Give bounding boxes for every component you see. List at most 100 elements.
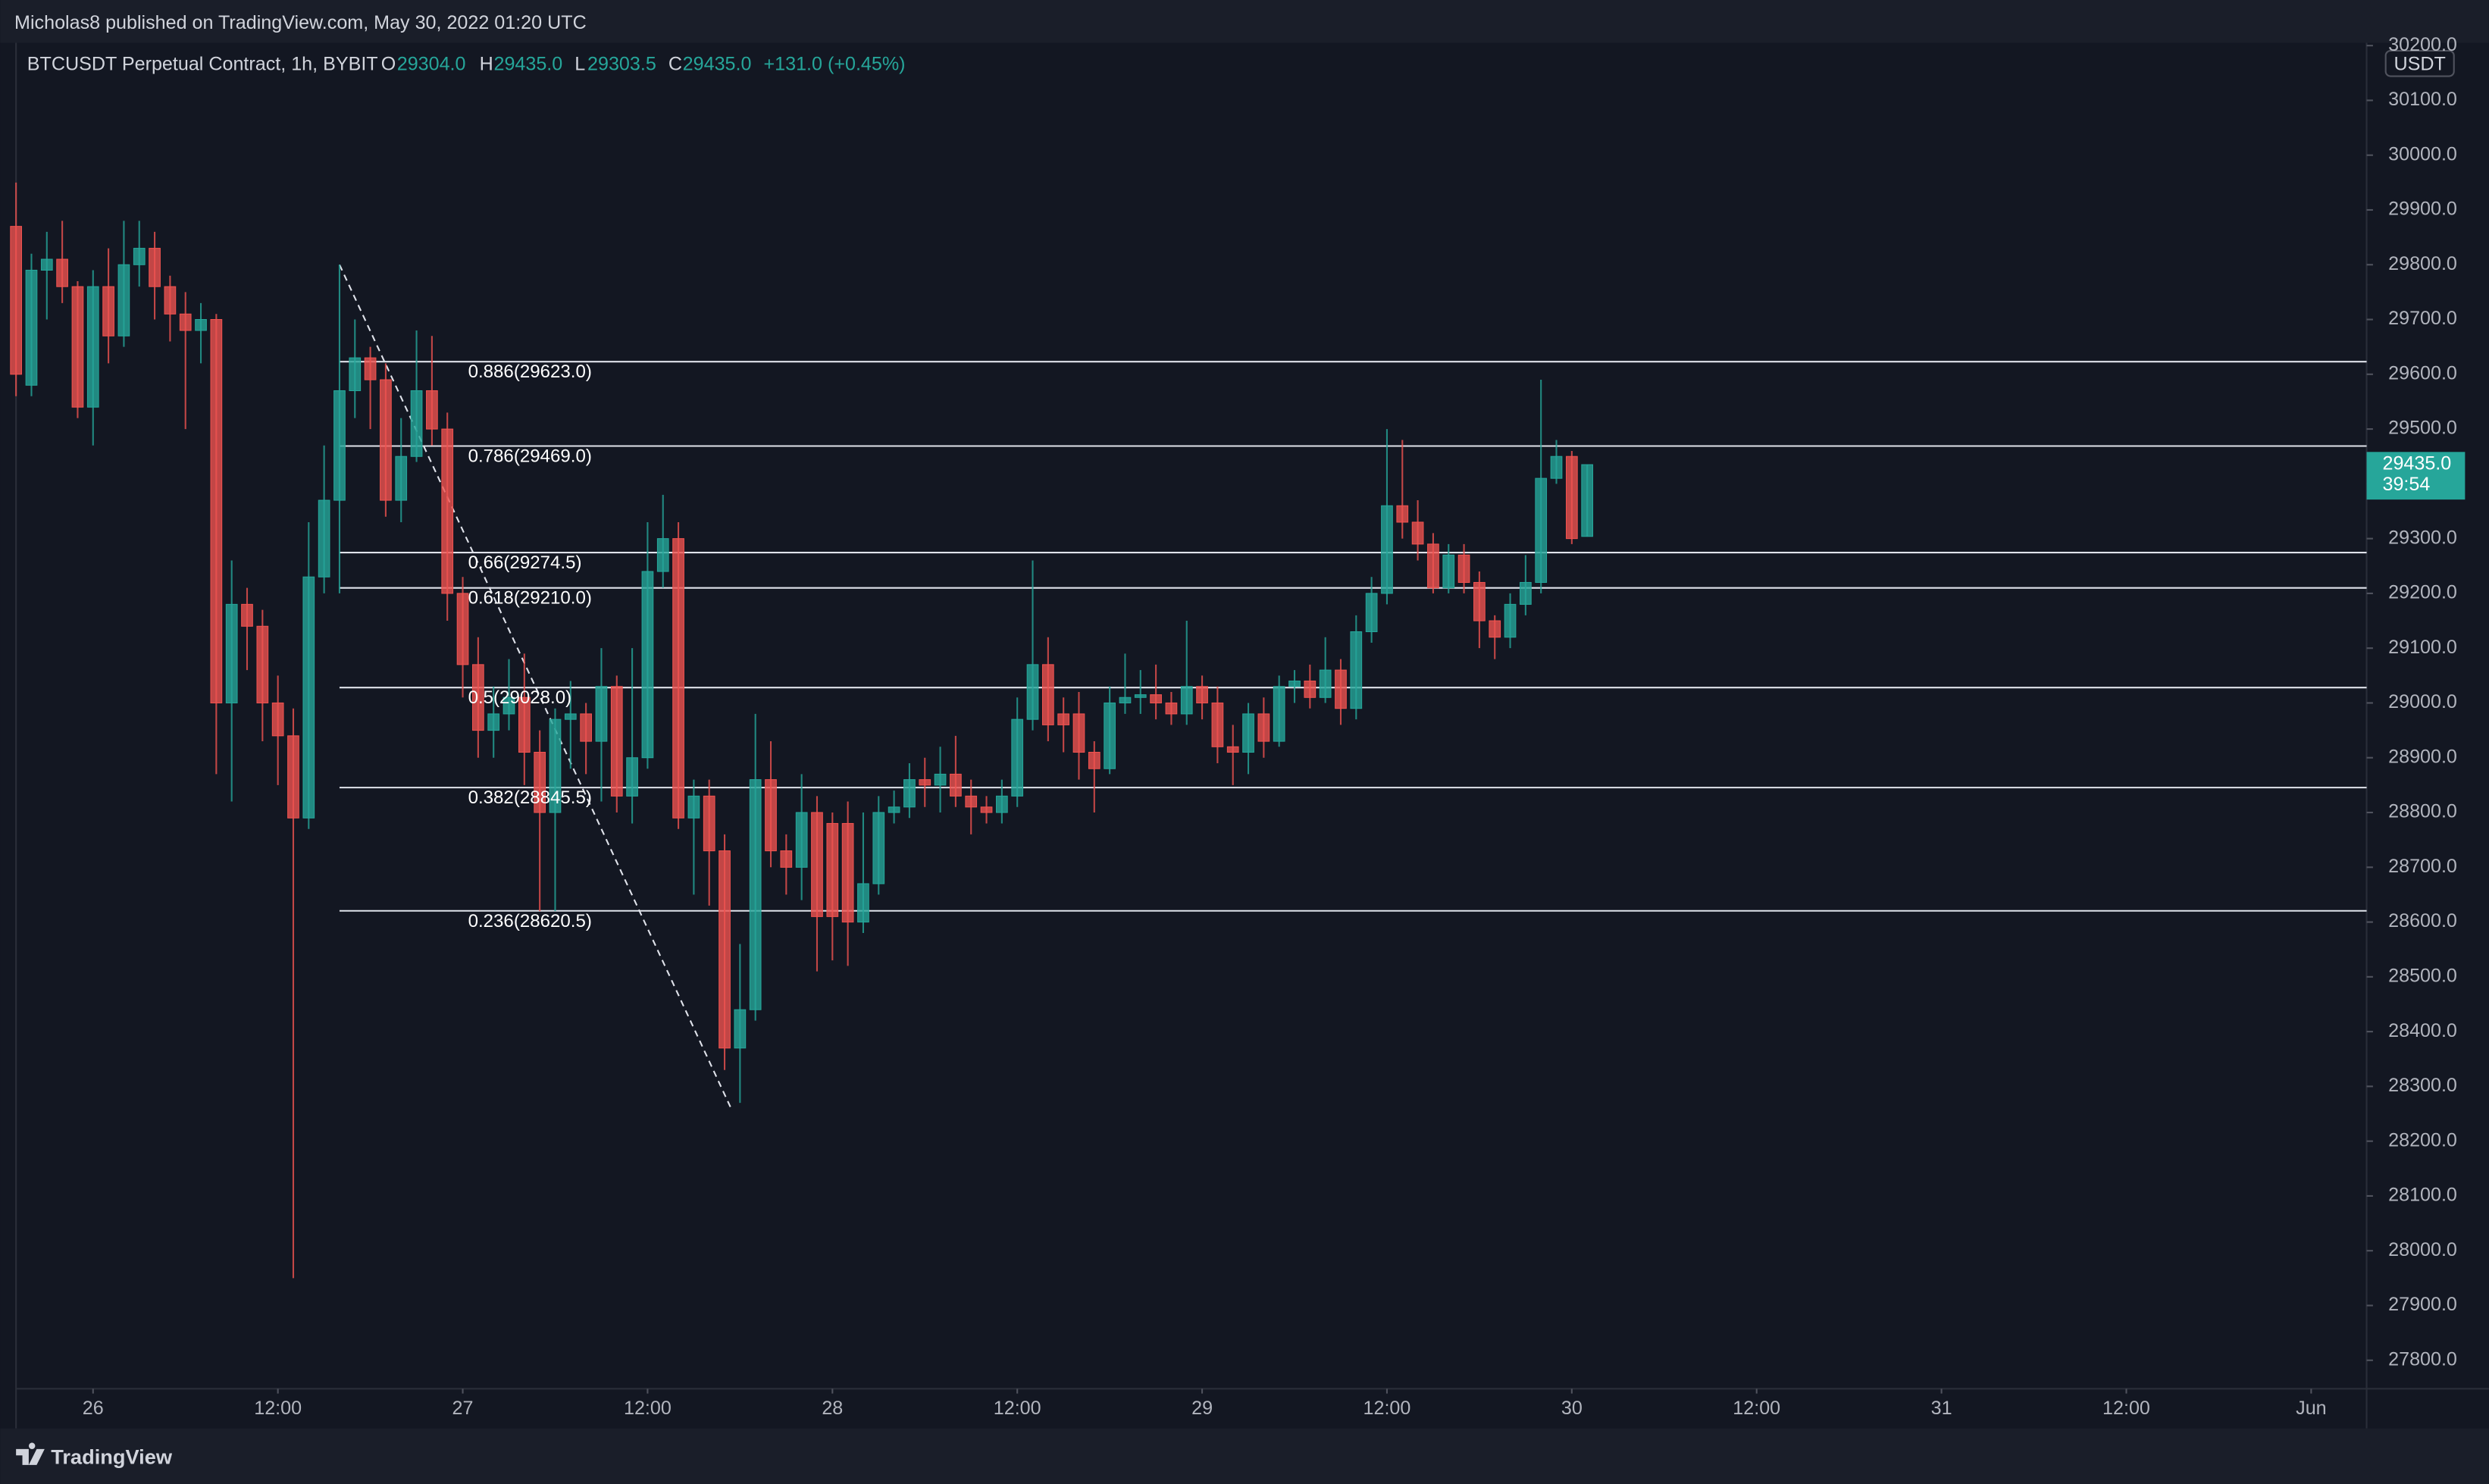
candle-body [1026,664,1039,720]
candle-body [102,286,114,337]
fib-label: 0.786(29469.0) [468,446,592,467]
fib-label: 0.236(28620.5) [468,911,592,931]
publisher: Micholas8 published on TradingView.com, … [14,12,587,33]
candle-body [426,390,438,430]
candle-body [364,357,377,380]
candle-body [410,390,423,457]
candle-body [903,779,916,808]
y-tick-label: 28000.0 [2388,1239,2457,1260]
candle-body [164,286,177,315]
y-tick-label: 30000.0 [2388,143,2457,164]
y-tick-label: 28400.0 [2388,1020,2457,1041]
candle-body [241,603,253,627]
candle-body [1535,477,1548,583]
x-tick-label: Jun [2296,1398,2326,1419]
candle-body [1473,581,1486,621]
candle-body [1520,581,1532,605]
candle-body [1072,713,1085,753]
candle-body [965,795,978,808]
candle-body [149,248,161,287]
candle-body [610,686,623,797]
candle-body [1381,505,1393,594]
x-tick-label: 12:00 [1363,1398,1411,1419]
candle-body [1088,751,1100,769]
candle-body [534,751,546,813]
y-tick-label: 28300.0 [2388,1075,2457,1096]
candle-body [380,379,392,501]
y-tick-label: 27900.0 [2388,1294,2457,1315]
candle-body [302,576,315,819]
last-price-box [2366,452,2466,500]
candle-body [1581,464,1594,537]
fib-label: 0.5(29028.0) [468,687,572,708]
publish-bar [0,0,2489,43]
candle-body [502,697,515,715]
candle-body [225,603,238,703]
x-tick-label: 31 [1931,1398,1952,1419]
candle-body [1165,702,1178,715]
change: +131.0 (+0.45%) [763,53,905,74]
candle-body [1411,521,1424,545]
candle-body [287,735,299,819]
candle-body [441,428,454,594]
candle-body [472,664,484,731]
candle-body [765,779,777,852]
candle-body [857,883,869,923]
candle-body [117,264,130,337]
candle-body [1335,669,1347,709]
x-tick-label: 12:00 [994,1398,1041,1419]
candle-body [719,850,731,1049]
y-tick-label: 28500.0 [2388,965,2457,986]
candle-body [996,795,1008,813]
candle-body [271,702,284,737]
candle-body [40,258,53,271]
candle-body [210,319,223,703]
candle-body [780,850,793,868]
candle-body [1273,686,1285,742]
countdown: 39:54 [2382,474,2430,495]
x-tick-label: 12:00 [2102,1398,2150,1419]
y-tick-label: 28200.0 [2388,1129,2457,1151]
y-tick-label: 29000.0 [2388,691,2457,712]
y-tick-label: 29700.0 [2388,308,2457,329]
candle-body [703,795,715,852]
candle-body [133,248,146,265]
candle-body [919,779,931,786]
candle-body [1288,681,1301,687]
candle-body [1242,713,1254,753]
candles [10,182,1594,1279]
candle-body [1226,746,1239,753]
fib-label: 0.618(29210.0) [468,588,592,609]
candle-body [749,779,762,1010]
candle-body [1565,456,1578,540]
x-tick-label: 12:00 [1733,1398,1780,1419]
candle-body [888,806,900,813]
candle-body [1011,719,1024,797]
x-tick-label: 29 [1191,1398,1213,1419]
candle-body [580,713,592,742]
candle-body [687,795,700,819]
candle-body [1150,694,1162,703]
tradingview-logo: TradingView [16,1442,173,1469]
x-tick-label: 28 [822,1398,843,1419]
candle-body [1057,713,1070,725]
y-tick-label: 27800.0 [2388,1348,2457,1370]
candle-body [626,757,638,797]
candle-body [980,806,993,813]
candle-body [934,773,947,786]
candle-body [1396,505,1409,523]
footer-bar [0,1428,2489,1484]
fib-label: 0.886(29623.0) [468,362,592,382]
candle-body [318,499,330,578]
candle-body [1304,681,1317,698]
candle-body [395,456,408,501]
x-tick-label: 27 [452,1398,474,1419]
candle-body [1365,593,1378,633]
candle-body [349,357,362,392]
candle-body [872,812,885,884]
y-tick-label: 29300.0 [2388,527,2457,548]
candle-body [1442,554,1455,589]
high-key: H [480,53,493,74]
open-value: 29304.0 [397,53,466,74]
